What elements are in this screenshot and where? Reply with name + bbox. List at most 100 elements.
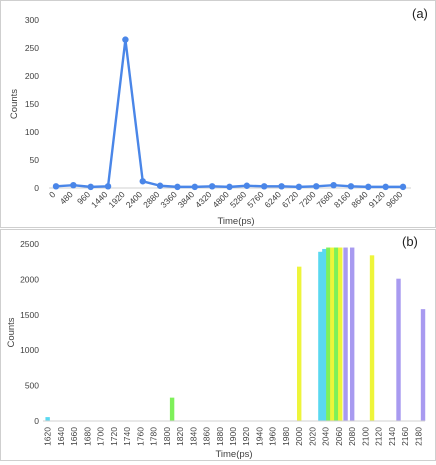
- bar: [322, 248, 327, 421]
- x-tick-label: 1440: [89, 189, 110, 210]
- x-axis-title: Time(ps): [217, 216, 254, 227]
- y-tick-label: 1000: [20, 345, 39, 355]
- data-point: [295, 183, 303, 191]
- bar: [326, 247, 331, 421]
- y-tick-label: 2000: [20, 274, 39, 284]
- x-tick-label: 1740: [122, 427, 132, 446]
- y-tick-label: 0: [34, 183, 39, 193]
- x-tick-label: 1680: [82, 427, 92, 446]
- x-tick-label: 2160: [400, 427, 410, 446]
- x-tick-label: 8640: [349, 189, 370, 210]
- x-tick-label: 6240: [263, 189, 284, 210]
- x-tick-label: 1780: [149, 427, 159, 446]
- bar: [334, 247, 339, 421]
- x-axis-title: Time(ps): [215, 449, 252, 460]
- y-tick-label: 0: [34, 416, 39, 426]
- data-point: [52, 183, 60, 190]
- chart-panel-a: (a) 0 50 100 150 200 250 300 0 480 960 1440 1920 2400…: [0, 0, 436, 228]
- data-point: [70, 182, 77, 189]
- x-tick-label: 2100: [360, 427, 370, 446]
- data-point: [399, 183, 407, 191]
- x-tick-label: 6720: [280, 189, 301, 210]
- x-tick-label: 1860: [202, 427, 212, 446]
- x-tick-label: 2080: [347, 427, 357, 446]
- x-tick-label: 1720: [109, 427, 119, 446]
- data-point: [382, 183, 389, 191]
- x-tick-label: 2040: [321, 427, 331, 446]
- y-tick-label: 1500: [20, 310, 39, 320]
- x-tick-label: 2180: [413, 427, 423, 446]
- x-tick-label: 1920: [241, 427, 251, 446]
- y-tick-label: 250: [25, 43, 39, 53]
- y-axis-title: Counts: [6, 317, 17, 347]
- y-tick-label: 150: [25, 99, 39, 109]
- bar: [169, 397, 175, 421]
- bar: [396, 278, 401, 421]
- x-tick-label: 2400: [124, 189, 145, 210]
- x-tick-label: 4320: [193, 189, 214, 210]
- x-tick-label: 1800: [162, 427, 172, 446]
- bar: [369, 255, 375, 421]
- bar: [349, 247, 355, 421]
- data-point: [104, 183, 112, 190]
- data-point: [365, 183, 372, 191]
- bar: [343, 247, 348, 421]
- x-tick-label: 480: [58, 189, 75, 206]
- x-tick-label: 1620: [43, 427, 53, 446]
- data-point: [156, 182, 164, 189]
- x-tick-label: 3840: [176, 189, 197, 210]
- x-tick-label: 8160: [332, 189, 353, 210]
- x-tick-label: 3360: [158, 189, 179, 210]
- bar: [318, 251, 323, 421]
- data-point: [139, 178, 146, 185]
- bar: [338, 247, 343, 421]
- bar: [330, 247, 335, 421]
- x-tick-label: 9600: [384, 189, 405, 210]
- bar: [45, 417, 50, 421]
- x-tick-label: 1900: [228, 427, 238, 446]
- data-point: [191, 183, 198, 191]
- series-line: [55, 38, 403, 189]
- x-tick-label: 5280: [228, 189, 249, 210]
- panel-label: (a): [412, 6, 428, 21]
- data-point: [174, 183, 181, 191]
- x-tick-label: 1820: [175, 427, 185, 446]
- x-tick-label: 1760: [135, 427, 145, 446]
- x-tick-label: 1660: [69, 427, 79, 446]
- data-point: [208, 183, 216, 190]
- y-tick-label: 300: [25, 15, 39, 25]
- y-tick-label: 100: [25, 127, 39, 137]
- x-tick-label: 7680: [315, 189, 336, 210]
- data-point: [87, 183, 94, 191]
- bar: [297, 266, 302, 421]
- y-tick-label: 500: [25, 381, 39, 391]
- x-tick-label: 1920: [106, 189, 127, 210]
- data-point: [226, 183, 233, 191]
- bar: [420, 309, 426, 421]
- x-tick-label: 1960: [268, 427, 278, 446]
- x-tick-label: 2020: [307, 427, 317, 446]
- x-tick-label: 1880: [215, 427, 225, 446]
- data-point: [122, 36, 129, 43]
- y-tick-label: 2500: [20, 239, 39, 249]
- x-tick-label: 4800: [210, 189, 231, 210]
- data-point: [243, 182, 251, 189]
- data-point: [261, 183, 268, 190]
- x-tick-label: 2880: [141, 189, 162, 210]
- data-point: [347, 183, 355, 190]
- x-tick-label: 1940: [254, 427, 264, 446]
- data-point: [278, 183, 285, 190]
- x-tick-label: 2060: [334, 427, 344, 446]
- x-tick-label: 9120: [367, 189, 388, 210]
- x-tick-label: 7200: [297, 189, 318, 210]
- y-tick-label: 50: [30, 155, 40, 165]
- x-tick-label: 2140: [387, 427, 397, 446]
- x-tick-label: 2120: [374, 427, 384, 446]
- data-point: [313, 183, 320, 190]
- x-tick-label: 1840: [188, 427, 198, 446]
- x-tick-label: 1640: [56, 427, 66, 446]
- chart-panel-b: (b) 0 500 1000 1500 2000 2500 1620 1640 1660 1680 1…: [0, 229, 436, 461]
- x-tick-label: 1700: [96, 427, 106, 446]
- panel-label: (b): [402, 234, 418, 249]
